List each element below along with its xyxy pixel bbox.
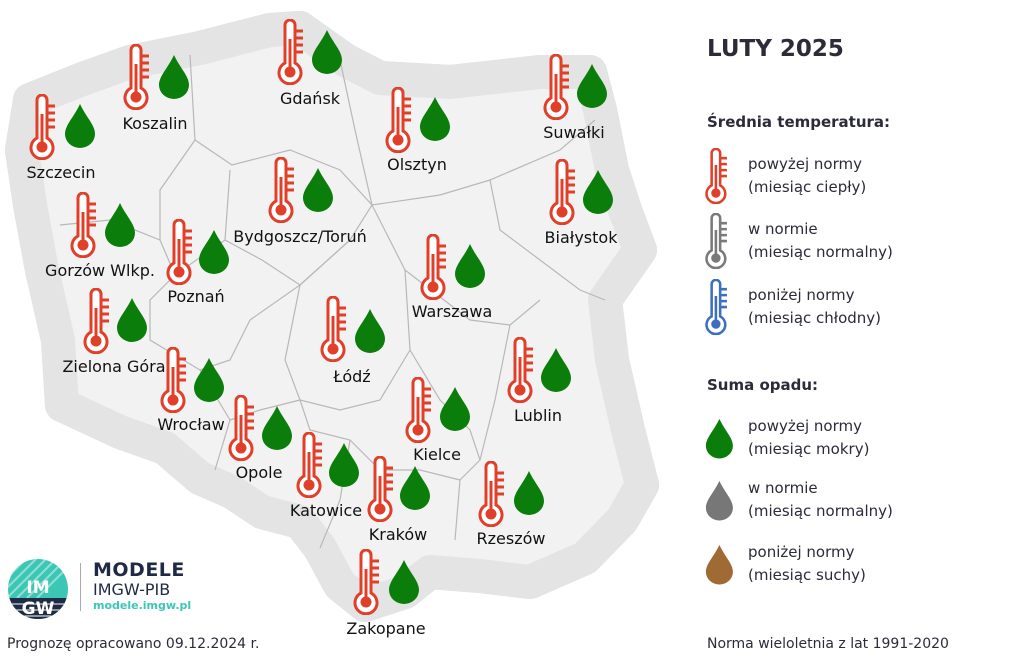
- precipitation-drop-icon: [193, 357, 225, 407]
- precipitation-drop-icon: [582, 169, 614, 219]
- city-label: Poznań: [167, 287, 225, 306]
- precipitation-drop-icon: [302, 167, 334, 217]
- precipitation-drop-icon: [419, 96, 451, 146]
- thermometer-icon: [295, 431, 325, 502]
- precipitation-legend-item: w normie (miesiąc normalny): [748, 479, 893, 520]
- temperature-legend-item: poniżej normy (miesiąc chłodny): [748, 286, 882, 327]
- city-label: Szczecin: [26, 163, 96, 182]
- precipitation-drop-icon: [439, 386, 471, 436]
- city-label: Kraków: [368, 525, 428, 544]
- thermometer-icon: [28, 93, 58, 164]
- thermometer-icon: [159, 346, 189, 417]
- city-label: Kielce: [413, 445, 461, 464]
- thermometer-icon: [548, 158, 578, 229]
- city-label: Bydgoszcz/Toruń: [233, 227, 367, 246]
- precipitation-drop-icon: [158, 54, 190, 104]
- city-label: Łódź: [333, 367, 371, 386]
- logo-title: MODELE: [93, 559, 185, 581]
- city-label: Warszawa: [411, 302, 493, 321]
- thermometer-icon: [227, 394, 257, 465]
- precipitation-legend-item: poniżej normy (miesiąc suchy): [748, 543, 866, 584]
- logo-url[interactable]: modele.imgw.pl: [93, 599, 192, 612]
- precipitation-drop-icon: [116, 297, 148, 347]
- thermometer-icon: [477, 460, 507, 531]
- precipitation-drop-icon: [388, 559, 420, 609]
- city-label: Rzeszów: [476, 529, 546, 548]
- city-label: Wrocław: [157, 415, 225, 434]
- precipitation-drop-icon: [198, 229, 230, 279]
- legend-thermometer-icon: [704, 147, 730, 208]
- thermometer-icon: [122, 43, 152, 114]
- thermometer-icon: [165, 218, 195, 289]
- thermometer-icon: [352, 548, 382, 619]
- legend-thermometer-icon: [704, 278, 730, 339]
- forecast-date-note: Prognozę opracowano 09.12.2024 r.: [7, 636, 260, 652]
- city-label: Suwałki: [543, 123, 605, 142]
- legend-thermometer-icon: [704, 212, 730, 273]
- svg-text:GW: GW: [22, 599, 55, 619]
- svg-text:IM: IM: [26, 578, 49, 598]
- city-label: Gorzów Wlkp.: [45, 261, 155, 280]
- thermometer-icon: [542, 53, 572, 124]
- thermometer-icon: [69, 191, 99, 262]
- legend-drop-icon: [705, 480, 734, 525]
- city-label: Katowice: [289, 501, 363, 520]
- thermometer-icon: [384, 86, 414, 157]
- precipitation-legend-item: powyżej normy (miesiąc mokry): [748, 417, 870, 458]
- precipitation-drop-icon: [328, 442, 360, 492]
- thermometer-icon: [319, 295, 349, 366]
- thermometer-icon: [276, 18, 306, 89]
- temperature-legend-item: w normie (miesiąc normalny): [748, 220, 893, 261]
- logo-subtitle: IMGW-PIB: [93, 580, 171, 599]
- precipitation-drop-icon: [454, 243, 486, 293]
- norm-period-note: Norma wieloletnia z lat 1991-2020: [707, 636, 949, 652]
- thermometer-icon: [267, 156, 297, 227]
- precipitation-drop-icon: [399, 465, 431, 515]
- city-label: Olsztyn: [387, 155, 447, 174]
- precipitation-drop-icon: [576, 63, 608, 113]
- thermometer-icon: [366, 455, 396, 526]
- thermometer-icon: [419, 233, 449, 304]
- legend-drop-icon: [705, 544, 734, 589]
- logo-divider: [80, 563, 81, 611]
- thermometer-icon: [82, 287, 112, 358]
- precipitation-legend-heading: Suma opadu:: [707, 376, 819, 394]
- city-label: Koszalin: [122, 114, 188, 133]
- temperature-legend-heading: Średnia temperatura:: [707, 113, 891, 131]
- precipitation-drop-icon: [513, 470, 545, 520]
- city-label: Gdańsk: [279, 89, 341, 108]
- city-label: Zakopane: [346, 619, 426, 638]
- city-label: Zielona Góra: [62, 357, 166, 376]
- city-label: Opole: [235, 463, 283, 482]
- imgw-logo-badge: IM GW: [8, 559, 68, 619]
- city-label: Lublin: [514, 406, 562, 425]
- precipitation-drop-icon: [64, 103, 96, 153]
- precipitation-drop-icon: [540, 347, 572, 397]
- precipitation-drop-icon: [261, 405, 293, 455]
- precipitation-drop-icon: [354, 308, 386, 358]
- city-label: Białystok: [544, 228, 618, 247]
- precipitation-drop-icon: [311, 29, 343, 79]
- temperature-legend-item: powyżej normy (miesiąc ciepły): [748, 155, 867, 196]
- legend-drop-icon: [705, 418, 734, 463]
- thermometer-icon: [404, 376, 434, 447]
- map-title: LUTY 2025: [707, 36, 844, 62]
- precipitation-drop-icon: [104, 202, 136, 252]
- thermometer-icon: [506, 336, 536, 407]
